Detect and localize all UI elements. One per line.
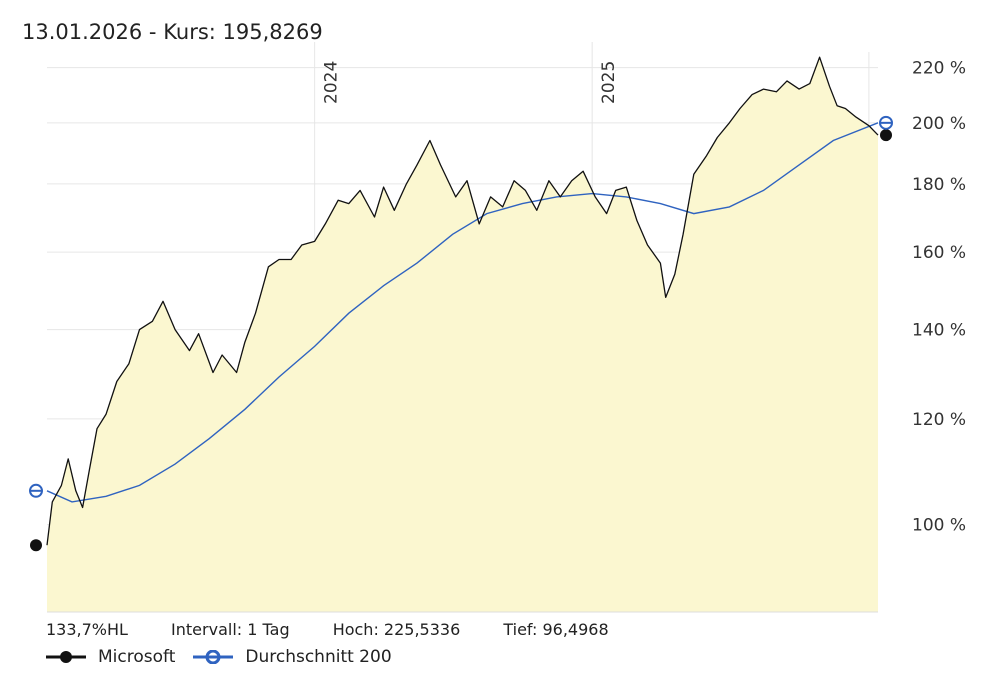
header-separator: -: [142, 20, 164, 44]
series-line-average: [46, 122, 879, 503]
interval-stat: Intervall: 1 Tag: [171, 620, 290, 639]
legend-item-average[interactable]: Durchschnitt 200: [191, 647, 392, 667]
y-tick-label: 100 %: [912, 516, 966, 536]
start-marker-microsoft: [30, 539, 42, 552]
current-price: Kurs: 195,8269: [163, 20, 323, 44]
chart-stats: 133,7%HL Intervall: 1 Tag Hoch: 225,5336…: [46, 620, 647, 639]
chart-legend: Microsoft Durchschnitt 200: [44, 647, 408, 667]
x-tick-label: 2025: [599, 61, 619, 104]
chart-header: 13.01.2026 - Kurs: 195,8269: [22, 20, 323, 44]
price-chart[interactable]: 100 % 120 % 140 % 160 % 180 % 200 % 220 % 2024 2…: [0, 0, 999, 640]
y-tick-label: 120 %: [912, 410, 966, 430]
low-stat: Tief: 96,4968: [503, 620, 609, 639]
legend-label: Microsoft: [98, 647, 176, 667]
y-tick-label: 140 %: [912, 321, 966, 341]
y-tick-label: 200 %: [912, 114, 966, 134]
y-tick-label: 180 %: [912, 175, 966, 195]
x-tick-label: 2024: [322, 61, 342, 104]
end-marker-microsoft: [880, 129, 892, 142]
range-stat: 133,7%HL: [46, 620, 128, 639]
y-tick-label: 220 %: [912, 59, 966, 79]
current-date: 13.01.2026: [22, 20, 143, 44]
series-marker-icon: [193, 650, 234, 664]
legend-label: Durchschnitt 200: [245, 647, 392, 667]
y-tick-label: 160 %: [912, 243, 966, 263]
high-stat: Hoch: 225,5336: [332, 620, 461, 639]
legend-item-microsoft[interactable]: Microsoft: [44, 647, 175, 667]
series-line-microsoft: [46, 56, 879, 546]
price-area: [47, 57, 878, 612]
series-marker-icon: [46, 651, 86, 663]
